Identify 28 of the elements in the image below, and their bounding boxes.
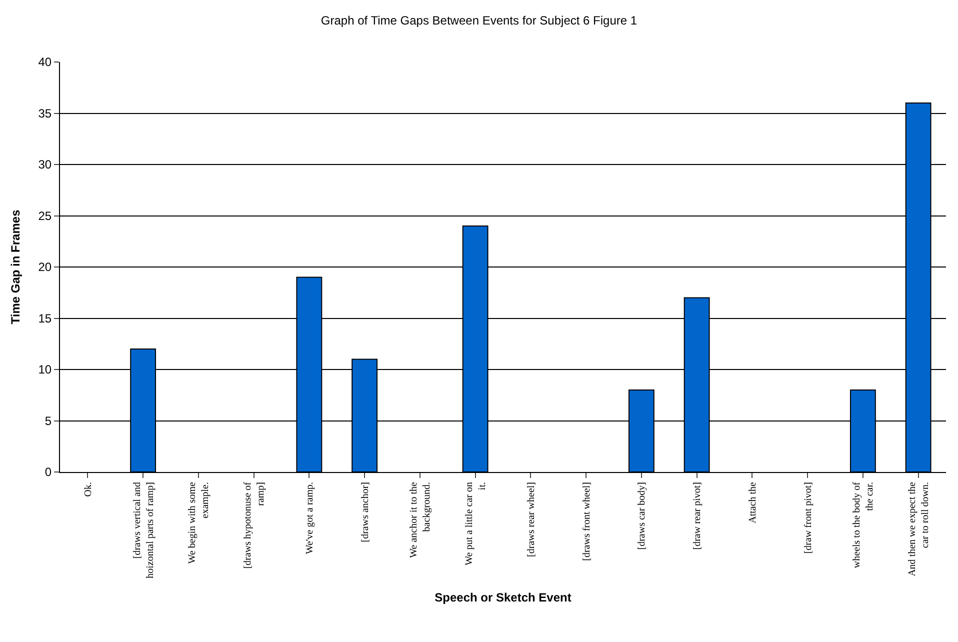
- y-tick-label: 40: [38, 55, 52, 70]
- x-tick-label: We anchor it to the background.: [408, 481, 433, 558]
- y-tick-label: 30: [38, 158, 52, 172]
- y-tick-label: 25: [38, 208, 52, 223]
- x-tick-label: We put a little car on it.: [464, 482, 488, 566]
- y-tick-label: 20: [38, 260, 52, 274]
- x-tick-label: Ok.: [82, 482, 94, 497]
- x-tick-label: [draws anchor]: [360, 482, 371, 542]
- x-tick-label: [draws rear wheel]: [526, 482, 537, 557]
- x-tick-label: [draw rear pivot]: [692, 482, 704, 550]
- x-tick-label: [draws vertical and hoizontal parts of ramp]: [132, 482, 156, 578]
- x-tick-label: [draws front wheel]: [581, 482, 592, 561]
- x-tick-label: And then we expect the car to roll down.: [907, 481, 932, 576]
- y-tick-label: 15: [38, 311, 52, 326]
- x-tick-label: [draw front pivot]: [802, 482, 814, 554]
- x-axis-title: Speech or Sketch Event: [434, 590, 572, 604]
- x-tick-label: [draws hypotonuse of ramp]: [242, 481, 267, 569]
- chart-title: Graph of Time Gaps Between Events for Subject 6 Figure 1: [320, 13, 638, 28]
- x-tick-label: We've got a ramp.: [304, 482, 316, 554]
- y-tick-label: 35: [38, 106, 52, 120]
- y-tick-label: 0: [44, 465, 52, 480]
- x-tick-label: [draws car body]: [636, 482, 648, 550]
- x-tick-label: Attach the: [747, 481, 758, 524]
- x-tick-label: wheels to the body of the car.: [852, 481, 876, 568]
- x-tick-label: We begin with some example.: [187, 481, 212, 564]
- y-tick-label: 5: [44, 414, 52, 428]
- y-axis-title: Time Gap in Frames: [8, 209, 23, 324]
- y-tick-label: 10: [38, 362, 52, 377]
